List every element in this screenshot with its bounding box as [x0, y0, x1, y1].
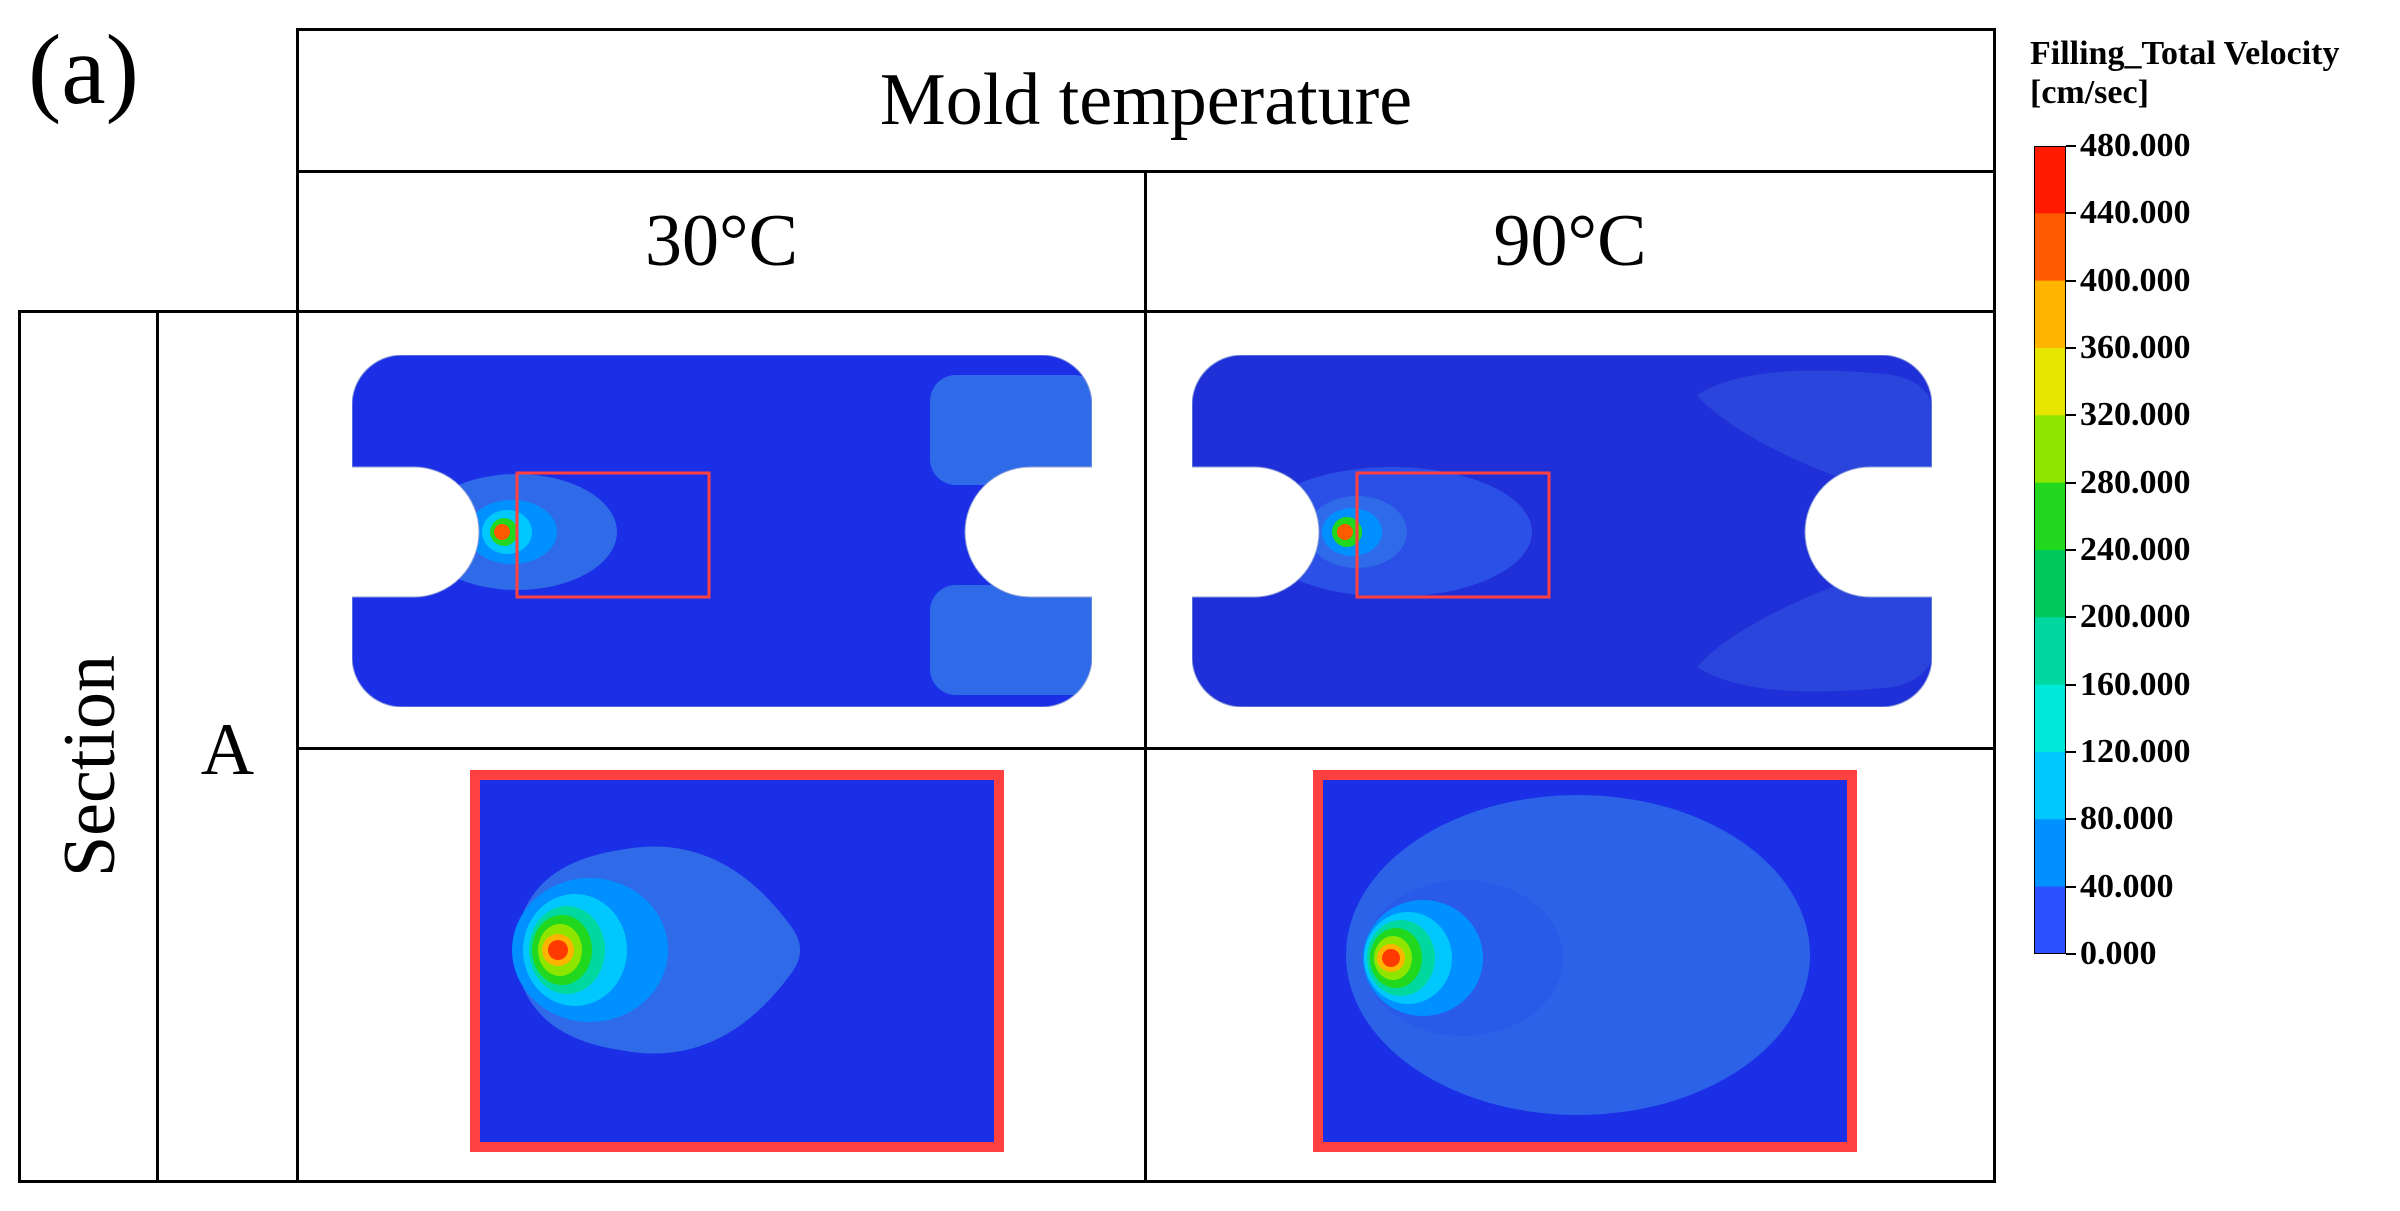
colorbar-tick-label: 120.000	[2080, 733, 2191, 770]
colorbar-tick-label: 200.000	[2080, 598, 2191, 636]
colorbar-tick-mark	[2066, 414, 2076, 417]
colorbar-tick-label: 160.000	[2080, 665, 2191, 703]
header-title: Mold temperature	[879, 59, 1413, 141]
colorbar-tick-mark	[2066, 549, 2076, 551]
colorbar-band	[2034, 550, 2066, 618]
colorbar-tick-mark	[2066, 616, 2076, 619]
colorbar-tick-label: 400.000	[2080, 261, 2191, 299]
colorbar-band	[2034, 886, 2066, 954]
panel-label: (a)	[28, 14, 139, 125]
colorbar-tick-label: 280.000	[2080, 463, 2191, 501]
colorbar-tick-label: 80.000	[2080, 800, 2174, 838]
row-label-a: A	[200, 708, 255, 791]
colorbar-band	[2034, 819, 2066, 888]
colorbar-title-line2: [cm/sec]	[2030, 74, 2149, 112]
colorbar-tick-mark	[2066, 751, 2076, 753]
colorbar-tick-label: 440.000	[2080, 194, 2191, 232]
colorbar-tick-mark	[2066, 145, 2076, 147]
colorbar-tick-mark	[2066, 347, 2076, 349]
colorbar-title-line1: Filling_Total Velocity	[2030, 35, 2340, 72]
colorbar-band	[2034, 280, 2066, 349]
colorbar-tick-mark	[2066, 212, 2076, 215]
colorbar-tick-mark	[2066, 481, 2076, 484]
colorbar-tick-mark	[2066, 683, 2076, 686]
contour-plot-90c-overview	[1192, 355, 1932, 707]
colorbar-band	[2034, 146, 2066, 214]
colorbar-tick-mark	[2066, 279, 2076, 282]
contour-plot-30c-overview	[352, 355, 1092, 707]
column-header-30c: 30°C	[645, 200, 798, 282]
colorbar-tick-label: 360.000	[2080, 329, 2191, 366]
colorbar-band	[2034, 348, 2066, 416]
colorbar-band	[2034, 482, 2066, 551]
colorbar-band	[2034, 752, 2066, 820]
colorbar-title: Filling_Total Velocity [cm/sec]	[2030, 34, 2340, 112]
colorbar-tick-mark	[2066, 953, 2076, 955]
colorbar-band	[2034, 415, 2066, 484]
row-group-label: Section	[48, 655, 131, 877]
colorbar-tick-mark	[2066, 885, 2076, 888]
colorbar-band	[2034, 213, 2066, 282]
column-header-90c: 90°C	[1493, 200, 1647, 282]
colorbar-tick-label: 480.000	[2080, 127, 2191, 164]
colorbar-frame	[2034, 146, 2066, 954]
colorbar-band	[2034, 617, 2066, 686]
colorbar-tick-mark	[2066, 818, 2076, 821]
colorbar-band	[2034, 684, 2066, 753]
colorbar-tick-label: 0.000	[2080, 935, 2157, 972]
colorbar-gradient	[2034, 146, 2066, 954]
contour-plot-90c-zoom	[1313, 770, 1857, 1152]
contour-plot-30c-zoom	[470, 770, 1004, 1152]
colorbar-tick-label: 40.000	[2080, 867, 2174, 905]
colorbar-tick-label: 240.000	[2080, 531, 2191, 568]
colorbar-tick-label: 320.000	[2080, 396, 2191, 434]
